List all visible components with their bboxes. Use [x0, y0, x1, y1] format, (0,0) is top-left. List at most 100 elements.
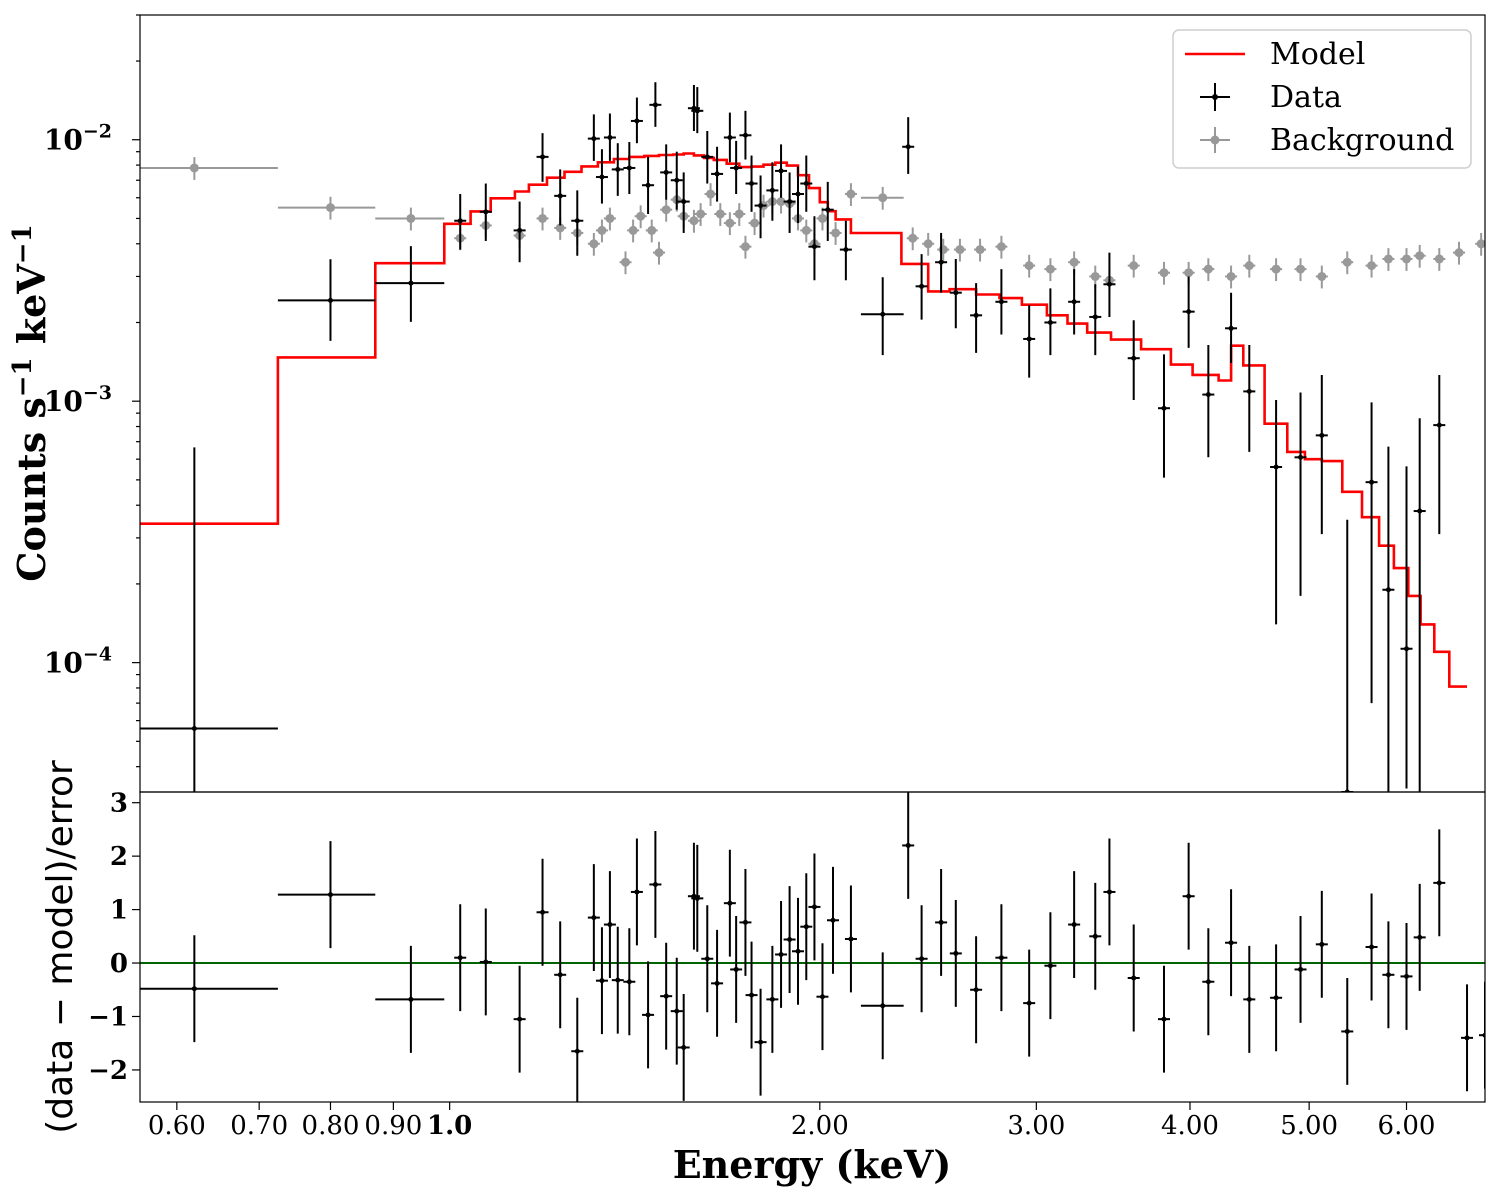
residual-point	[860, 952, 904, 1060]
background-point-marker	[996, 242, 1006, 252]
residual-point	[800, 873, 813, 981]
data-point-marker	[1186, 309, 1192, 315]
background-point	[1400, 248, 1413, 271]
data-point-marker	[557, 193, 563, 199]
data-point	[1202, 345, 1215, 458]
background-point-marker	[1159, 268, 1169, 278]
data-point-marker	[742, 132, 748, 138]
residual-point	[792, 897, 805, 1005]
background-point	[906, 227, 919, 251]
data-point	[860, 277, 904, 356]
residual-point	[536, 858, 549, 966]
residual-point-marker	[663, 993, 669, 999]
data-point-marker	[674, 177, 680, 183]
data-point-marker	[727, 134, 733, 140]
residual-point	[479, 908, 492, 1016]
residual-point	[571, 997, 584, 1102]
residual-point-marker	[769, 996, 775, 1002]
data-point	[1127, 320, 1140, 401]
background-point	[645, 219, 658, 243]
residual-point-marker	[973, 987, 979, 993]
data-point-marker	[327, 297, 333, 303]
residual-point	[1157, 965, 1170, 1073]
data-point-marker	[905, 144, 911, 150]
data-point-marker	[938, 259, 944, 265]
data-point-marker	[691, 105, 697, 111]
legend-box	[1172, 29, 1472, 169]
background-point-marker	[817, 213, 827, 223]
background-point	[1433, 248, 1446, 271]
data-point-marker	[1404, 646, 1410, 652]
data-point	[1157, 354, 1170, 478]
data-point	[1294, 392, 1307, 596]
data-point-marker	[1319, 432, 1325, 438]
background-point-marker	[621, 257, 631, 267]
legend-label-model: Model	[1270, 37, 1365, 72]
residual-point-marker	[1344, 1028, 1350, 1034]
background-point-marker	[1069, 257, 1079, 267]
residual-point-marker	[704, 956, 710, 962]
background-point-marker	[589, 239, 599, 249]
data-point	[1068, 269, 1081, 335]
residual-point-marker	[880, 1003, 886, 1009]
residual-point-marker	[1131, 975, 1137, 981]
residual-point-marker	[795, 948, 801, 954]
data-point-marker	[758, 203, 764, 209]
data-point-marker	[1205, 392, 1211, 398]
background-point-marker	[734, 209, 744, 219]
background-point-marker	[1476, 239, 1485, 249]
data-point	[902, 117, 915, 174]
data-point	[1270, 400, 1283, 625]
data-point-marker	[457, 218, 463, 224]
residual-point	[595, 927, 608, 1035]
background-point-marker	[406, 213, 416, 223]
data-point	[745, 155, 758, 212]
data-point	[513, 201, 526, 263]
background-point-marker	[1317, 271, 1327, 281]
background-point	[1315, 265, 1328, 289]
residual-point-marker	[830, 917, 836, 923]
background-point	[829, 222, 842, 245]
data-point-marker	[795, 191, 801, 197]
data-point	[1023, 305, 1036, 378]
data-point-marker	[1369, 479, 1375, 485]
residual-point-marker	[1205, 979, 1211, 985]
residual-point-marker	[1298, 966, 1304, 972]
residual-point	[642, 961, 655, 1069]
background-point	[277, 196, 376, 220]
data-point	[970, 283, 983, 353]
residual-point	[1365, 893, 1378, 1001]
data-point-marker	[1417, 508, 1423, 514]
background-point	[653, 241, 666, 265]
spectrum-panel: 10−4 10−3 10−2 Counts s−1 keV−1	[8, 14, 1486, 793]
data-point	[277, 259, 376, 341]
background-point-marker	[1415, 251, 1425, 261]
data-point-marker	[517, 227, 523, 233]
x-tick-label: 0.60	[148, 1111, 206, 1141]
residual-point-marker	[1464, 1035, 1470, 1041]
spectrum-plot-area	[140, 82, 1485, 792]
residual-point	[1243, 945, 1256, 1053]
background-point	[140, 157, 278, 180]
background-point-marker	[1367, 261, 1377, 271]
residual-point-marker	[778, 951, 784, 957]
background-point-marker	[1296, 264, 1306, 274]
data-point	[1365, 402, 1378, 704]
data-point-marker	[615, 166, 621, 172]
residual-point	[554, 921, 567, 1029]
background-point-marker	[189, 163, 199, 173]
spectrum-y-label: Counts s−1 keV−1	[8, 224, 54, 581]
residual-point-marker	[540, 909, 546, 915]
data-point-marker	[408, 280, 414, 286]
background-point	[1475, 232, 1485, 256]
residual-point-marker	[591, 915, 597, 921]
residual-point-marker	[953, 950, 959, 956]
background-point	[1413, 244, 1426, 268]
residual-point	[513, 965, 526, 1073]
residual-point-marker	[1186, 893, 1192, 899]
residual-point-marker	[1404, 973, 1410, 979]
data-point	[800, 155, 813, 212]
data-point-marker	[694, 108, 700, 114]
data-point-marker	[1106, 281, 1112, 287]
